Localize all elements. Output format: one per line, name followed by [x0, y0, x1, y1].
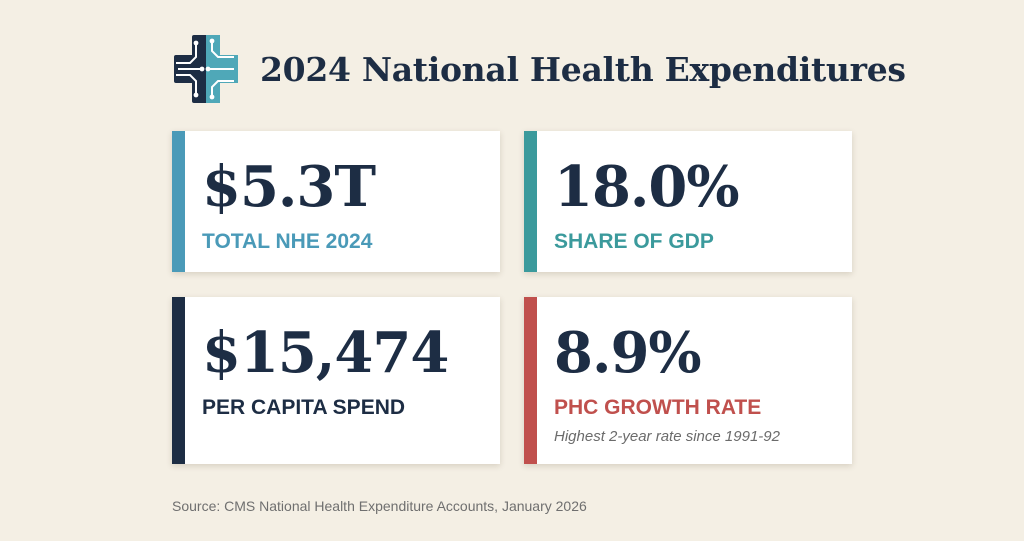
stat-label: TOTAL NHE 2024	[202, 230, 373, 253]
card-accent-bar	[524, 297, 537, 464]
stat-card-share-of-gdp: 18.0% SHARE OF GDP	[524, 131, 852, 272]
stat-value: 18.0%	[554, 154, 740, 220]
stat-value: 8.9%	[554, 320, 702, 386]
page-title: 2024 National Health Expenditures	[260, 49, 906, 89]
card-accent-bar	[172, 297, 185, 464]
medical-cross-circuit-icon	[174, 35, 238, 103]
card-accent-bar	[524, 131, 537, 272]
header: 2024 National Health Expenditures	[172, 33, 906, 105]
stat-value: $15,474	[202, 320, 449, 386]
source-citation: Source: CMS National Health Expenditure …	[172, 498, 587, 514]
stat-label: PER CAPITA SPEND	[202, 396, 406, 419]
card-accent-bar	[172, 131, 185, 272]
stat-label: PHC GROWTH RATE	[554, 396, 762, 419]
stat-card-per-capita-spend: $15,474 PER CAPITA SPEND	[172, 297, 500, 464]
stat-card-total-nhe: $5.3T TOTAL NHE 2024	[172, 131, 500, 272]
stat-label: SHARE OF GDP	[554, 230, 714, 253]
stat-card-phc-growth-rate: 8.9% PHC GROWTH RATE Highest 2-year rate…	[524, 297, 852, 464]
stat-note: Highest 2-year rate since 1991-92	[554, 428, 780, 445]
stat-value: $5.3T	[202, 154, 376, 220]
